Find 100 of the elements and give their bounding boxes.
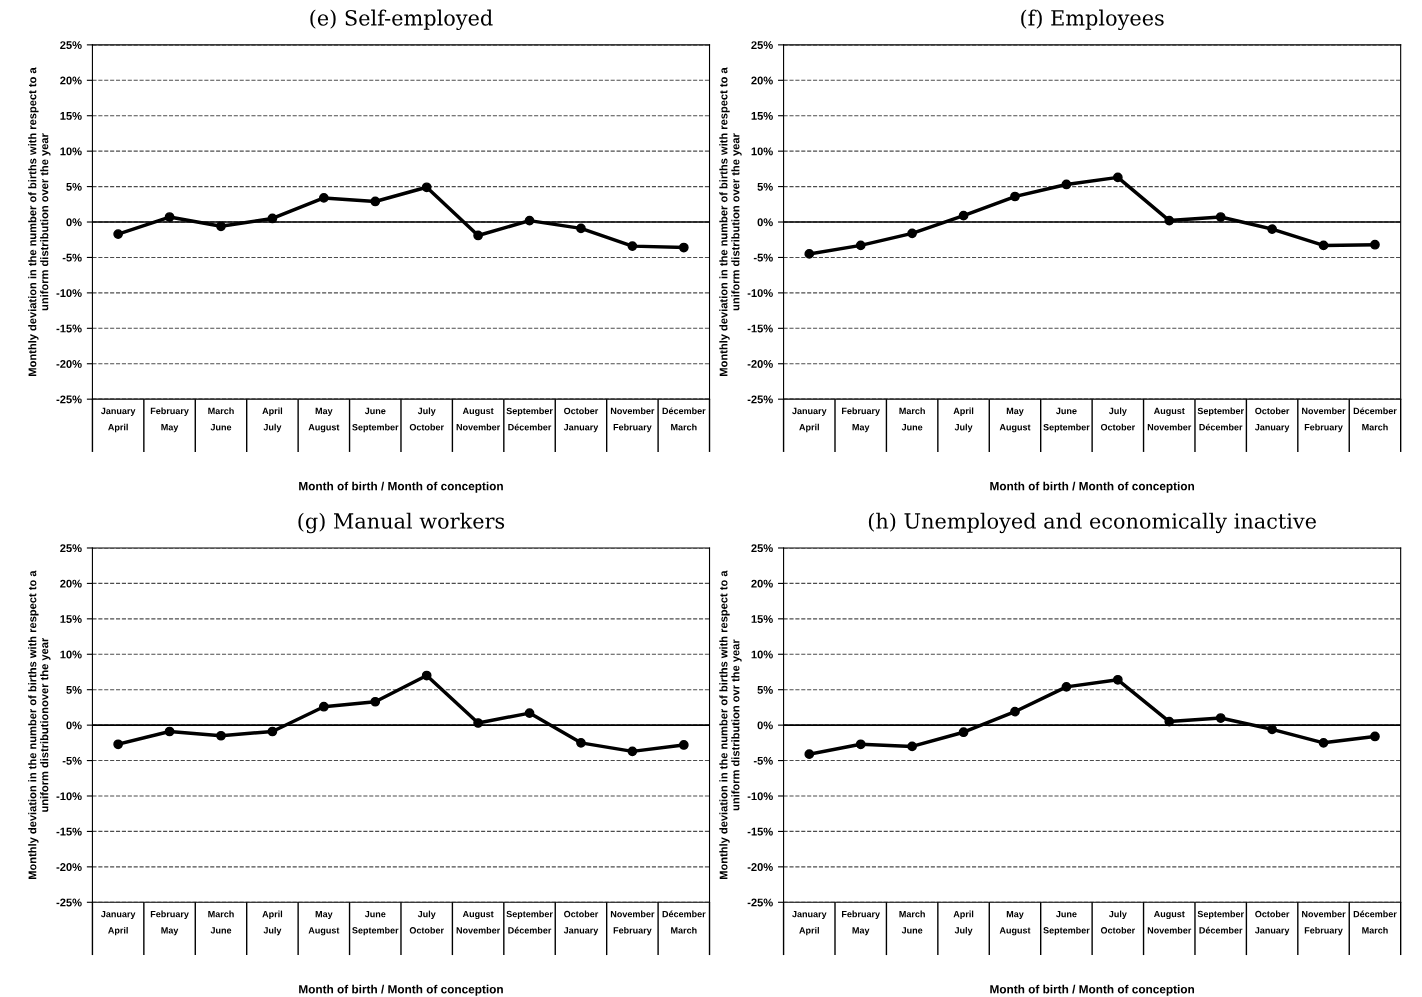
- chart-title: (h) Unemployed and economically inactive: [868, 512, 1316, 534]
- x-tick-label: March June: [899, 407, 925, 431]
- y-tick-label: -25%: [747, 395, 773, 404]
- point: [216, 221, 226, 232]
- y-axis-title: Monthly deviation in the number of births with respect to a uniform distribution over the year: [28, 67, 51, 376]
- y-tick-label: 25%: [751, 41, 773, 49]
- x-tick-label: March June: [208, 407, 234, 431]
- x-tick-label: November February: [610, 407, 655, 433]
- point: [627, 241, 638, 251]
- y-tick-label: -15%: [56, 324, 82, 333]
- point: [1370, 731, 1380, 742]
- y-tick-label: 10%: [60, 147, 82, 156]
- x-axis-title: Month of birth / Month of conception: [990, 481, 1195, 493]
- point: [524, 708, 535, 718]
- x-tick-label: July October: [1100, 407, 1136, 431]
- point: [1215, 713, 1226, 723]
- x-tick-label: July October: [1100, 910, 1136, 934]
- point: [370, 696, 381, 707]
- y-axis-title: Monthly deviation in the number of births with respect to a uniform distribution over the year: [719, 67, 742, 376]
- y-tick-label: 10%: [751, 147, 773, 156]
- x-tick-label: Décember March: [1353, 910, 1397, 934]
- y-tick-label: 15%: [60, 615, 82, 623]
- point: [1164, 215, 1175, 226]
- y-tick-label: 0%: [757, 721, 773, 730]
- y-tick-label: -20%: [747, 360, 773, 368]
- y-tick-label: 15%: [751, 615, 773, 623]
- point: [1061, 179, 1072, 190]
- point: [318, 701, 329, 712]
- y-tick-label: 20%: [60, 76, 82, 85]
- y-tick-label: 20%: [751, 579, 773, 588]
- point: [678, 242, 689, 253]
- x-tick-label: April July: [262, 910, 283, 936]
- point: [318, 193, 329, 203]
- x-tick-label: June September: [352, 407, 399, 433]
- x-tick-label: March June: [899, 910, 925, 934]
- x-tick-label: June September: [1043, 407, 1090, 433]
- point: [524, 215, 535, 226]
- point: [804, 249, 815, 259]
- x-tick-label: September Décember: [506, 407, 553, 431]
- point: [958, 727, 969, 738]
- x-tick-label: January April: [100, 910, 136, 936]
- point: [907, 741, 917, 752]
- chart-title: (f) Employees: [1021, 9, 1164, 31]
- x-tick-label: February May: [842, 910, 880, 936]
- y-tick-label: 0%: [66, 721, 82, 730]
- x-tick-label: August November: [1147, 407, 1192, 431]
- y-tick-label: 5%: [66, 182, 82, 191]
- point: [804, 749, 815, 760]
- point: [113, 229, 124, 239]
- point: [113, 739, 124, 750]
- x-tick-label: August November: [1147, 910, 1192, 934]
- point: [1112, 172, 1123, 183]
- point: [1164, 716, 1175, 727]
- y-tick-label: 0%: [757, 218, 773, 227]
- y-tick-label: 15%: [60, 112, 82, 120]
- x-tick-label: October January: [563, 407, 599, 433]
- y-tick-label: 25%: [60, 544, 82, 553]
- point: [576, 737, 586, 748]
- x-tick-label: August November: [456, 407, 501, 431]
- y-tick-label: -25%: [56, 395, 82, 404]
- chart-title: (g) Manual workers: [298, 512, 505, 534]
- y-tick-label: -10%: [56, 792, 82, 801]
- y-tick-label: -5%: [62, 756, 82, 765]
- point: [1318, 737, 1329, 748]
- x-tick-label: Décember March: [662, 910, 706, 934]
- point: [164, 726, 175, 737]
- y-tick-label: 0%: [66, 218, 82, 227]
- y-tick-label: -15%: [56, 827, 82, 836]
- y-tick-label: -20%: [56, 360, 82, 368]
- point: [855, 240, 866, 251]
- y-tick-label: 20%: [751, 76, 773, 85]
- chart-title: (e) Self-employed: [310, 9, 493, 31]
- x-tick-label: July October: [409, 910, 444, 934]
- y-tick-label: -25%: [747, 898, 773, 907]
- y-tick-label: -10%: [747, 289, 773, 298]
- y-tick-label: 10%: [751, 650, 773, 659]
- x-tick-label: February May: [842, 407, 880, 433]
- x-axis-title: Month of birth / Month of conception: [299, 481, 503, 493]
- y-axis-title: Monthly deviation in the number of births with respect to a uniform distribution ovr the year: [719, 570, 742, 880]
- x-tick-label: June September: [352, 910, 399, 936]
- x-tick-label: April July: [953, 407, 974, 433]
- point: [1370, 239, 1380, 250]
- x-tick-label: April July: [953, 910, 974, 936]
- x-tick-label: November February: [1302, 910, 1346, 936]
- x-tick-label: January April: [792, 407, 827, 433]
- point: [421, 182, 432, 193]
- x-tick-label: October January: [1254, 407, 1290, 433]
- point: [1061, 682, 1072, 692]
- x-tick-label: Décember March: [1353, 407, 1397, 431]
- point: [1215, 212, 1226, 222]
- point: [678, 740, 689, 750]
- x-tick-label: September Décember: [506, 910, 553, 934]
- point: [1267, 224, 1277, 234]
- point: [958, 210, 969, 221]
- y-tick-label: 20%: [60, 579, 82, 588]
- x-tick-label: Décember March: [662, 407, 706, 431]
- point: [1267, 724, 1277, 735]
- x-tick-label: May August: [999, 910, 1031, 936]
- x-tick-label: August November: [456, 910, 501, 934]
- point: [216, 730, 226, 741]
